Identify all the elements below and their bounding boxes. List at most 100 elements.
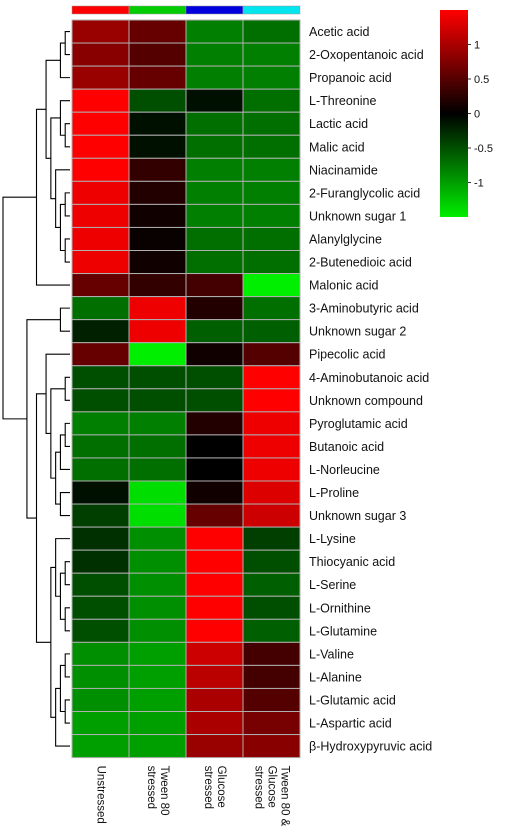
heatmap-cell (128, 134, 187, 159)
row-label: L-Aspartic acid (309, 717, 392, 731)
heatmap-cell (242, 203, 301, 228)
color-legend-tick-label: 0 (474, 109, 480, 121)
heatmap-cell (185, 342, 244, 367)
heatmap-cell (71, 687, 130, 713)
row-label: L-Norleucine (309, 463, 380, 477)
heatmap-cell (242, 19, 301, 44)
heatmap-cell (128, 250, 187, 275)
heatmap-cell (128, 342, 187, 367)
heatmap-cell (71, 273, 130, 298)
column-group-swatch (71, 5, 130, 15)
heatmap-cell (185, 88, 244, 113)
heatmap-cell (71, 734, 130, 759)
heatmap-cell (71, 296, 130, 321)
heatmap-cell (71, 618, 130, 643)
heatmap-cell (128, 111, 187, 136)
row-label: L-Glutamine (309, 624, 377, 638)
dendrogram-branch (64, 422, 70, 447)
heatmap-cell (128, 480, 187, 505)
dendrogram-branch (64, 561, 70, 586)
row-label: L-Threonine (309, 94, 376, 108)
heatmap-cell (242, 365, 301, 390)
heatmap-cell (242, 273, 301, 298)
color-legend-tick-label: -0.5 (474, 143, 493, 155)
dendrogram-branch (2, 196, 37, 420)
heatmap-cell (185, 526, 244, 551)
heatmap-cell (185, 480, 244, 505)
heatmap-cell (128, 273, 187, 298)
column-label: Tween 80 (158, 766, 170, 816)
dendrogram-branch (64, 30, 70, 56)
row-label: Acetic acid (309, 25, 369, 39)
row-label: Niacinamide (309, 163, 378, 177)
heatmap-cell (71, 664, 130, 689)
heatmap-cell (242, 664, 301, 689)
heatmap-cell (71, 42, 130, 67)
row-label: L-Serine (309, 578, 356, 592)
heatmap-cell (71, 388, 130, 413)
column-group-swatch (242, 5, 301, 15)
dendrogram-branch (35, 393, 51, 643)
row-label: Malic acid (309, 140, 365, 154)
heatmap-cell (185, 549, 244, 574)
heatmap-cell (185, 111, 244, 136)
dendrogram-branch (64, 192, 70, 217)
column-group-swatch (128, 5, 187, 15)
heatmap-cell (242, 388, 301, 413)
heatmap-cell (128, 157, 187, 182)
dendrogram-branch (64, 653, 70, 678)
heatmap-cell (128, 734, 187, 759)
heatmap-cell (128, 572, 187, 597)
heatmap-cell (242, 618, 301, 643)
heatmap-cell (185, 434, 244, 459)
heatmap-cell (242, 687, 301, 713)
column-label: stressed (252, 766, 264, 809)
row-label: Unknown sugar 3 (309, 509, 406, 523)
heatmap-cell (242, 250, 301, 275)
heatmap-cell (242, 157, 301, 182)
heatmap-cell (185, 618, 244, 643)
heatmap-cell (242, 434, 301, 459)
column-label: Unstressed (94, 766, 106, 824)
heatmap-cell (185, 273, 244, 298)
dendrogram-branch (64, 123, 70, 148)
dendrogram-branch (55, 538, 70, 597)
row-label: β-Hydroxypyruvic acid (309, 740, 432, 754)
heatmap-cell (128, 549, 187, 574)
heatmap-cell (242, 549, 301, 574)
heatmap-cell (128, 434, 187, 459)
heatmap-cell (242, 526, 301, 551)
heatmap-cell (71, 250, 130, 275)
row-label: 2-Furanglycolic acid (309, 186, 420, 200)
heatmap-cell (71, 111, 130, 136)
heatmap-cell (71, 203, 130, 228)
heatmap-cell (128, 203, 187, 228)
heatmap-cell (128, 365, 187, 390)
heatmap-cell (242, 711, 301, 736)
heatmap-cell (128, 19, 187, 44)
row-label: Thiocyanic acid (309, 555, 395, 569)
heatmap-cell (185, 296, 244, 321)
heatmap-cell (185, 411, 244, 436)
heatmap-cell (242, 319, 301, 344)
dendrogram-branch (55, 451, 61, 505)
heatmap-cell (185, 664, 244, 689)
row-label: 4-Aminobutanoic acid (309, 371, 429, 385)
color-legend-tick-label: -1 (474, 178, 484, 190)
heatmap-cell (185, 203, 244, 228)
column-label: Glucose (265, 766, 277, 808)
row-label: Alanylglycine (309, 232, 382, 246)
heatmap-cell (242, 503, 301, 528)
dendrogram-branch (64, 699, 70, 724)
heatmap-cell (128, 226, 187, 251)
heatmap-cell (242, 595, 301, 620)
color-legend: 1 0.5 0 -0.5 -1 (440, 10, 493, 217)
dendrogram-branch (59, 664, 66, 713)
heatmap-cell (185, 595, 244, 620)
heatmap-cell (242, 180, 301, 205)
heatmap-cell (128, 595, 187, 620)
heatmap-cell (185, 65, 244, 90)
heatmap-cell (185, 157, 244, 182)
row-dendrogram (2, 30, 70, 747)
